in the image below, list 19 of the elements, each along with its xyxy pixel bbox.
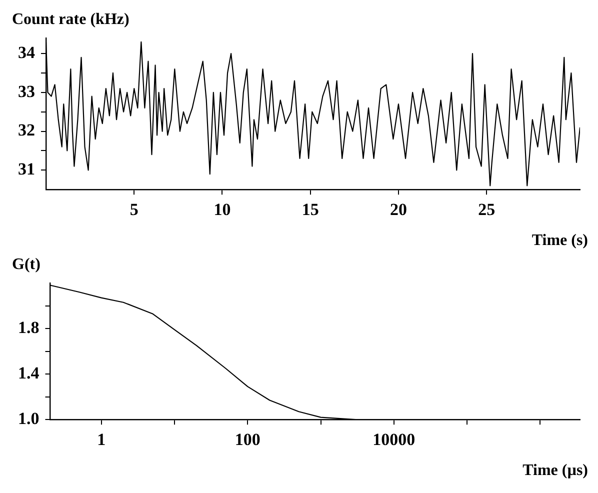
x-axis-title: Time (µs) (522, 462, 588, 480)
text: 1.0 (18, 408, 40, 428)
x-axis-title: Time (s) (532, 232, 588, 250)
y-tick-label: 34 (18, 42, 36, 62)
y-tick-label: 1.8 (18, 318, 40, 337)
x-tick-label: 1 (97, 430, 106, 450)
x-tick-label: 100 (234, 430, 260, 450)
x-tick-label: 25 (478, 200, 496, 220)
x-tick-label: 5 (130, 200, 138, 220)
y-tick-label: 32 (18, 120, 35, 140)
x-tick-label: 20 (390, 200, 407, 220)
y-axis-title: Count rate (kHz) (12, 11, 130, 28)
x-tick-label: 15 (302, 200, 319, 220)
y-axis-title: G(t) (12, 256, 40, 274)
y-tick-label: 31 (18, 160, 35, 179)
y-tick-label: 1.4 (18, 363, 40, 382)
x-tick-label: 10 (214, 200, 231, 220)
x-tick-label: 10000 (372, 430, 416, 450)
y-tick-label: 33 (18, 82, 35, 101)
